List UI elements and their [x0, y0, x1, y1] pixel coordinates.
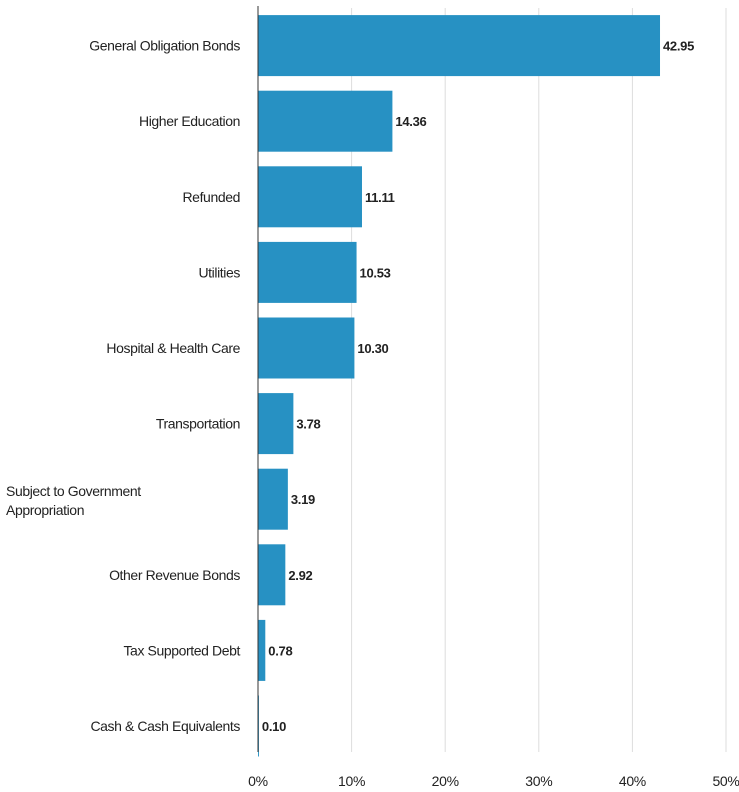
category-label-line: Subject to Government — [6, 483, 141, 499]
value-label: 10.30 — [357, 341, 388, 356]
value-label: 11.11 — [365, 190, 395, 205]
category-label: Tax Supported Debt — [123, 642, 240, 658]
x-tick-label: 50% — [712, 773, 739, 789]
category-label: Higher Education — [139, 113, 240, 129]
x-tick-label: 30% — [525, 773, 552, 789]
category-label: Refunded — [182, 189, 240, 205]
category-label: Hospital & Health Care — [106, 340, 240, 356]
category-label: Cash & Cash Equivalents — [90, 718, 240, 734]
bar — [258, 468, 288, 530]
bar — [258, 166, 362, 228]
x-tick-labels: 0% 10% 20% 30% 40% 50% — [248, 773, 739, 789]
category-labels: General Obligation Bonds Higher Education… — [6, 38, 241, 734]
category-label: Subject to Government Appropriation — [6, 483, 141, 518]
bar — [258, 90, 393, 152]
value-label: 3.78 — [296, 417, 320, 432]
x-tick-label: 20% — [432, 773, 459, 789]
category-label: General Obligation Bonds — [89, 38, 240, 54]
category-label: Transportation — [156, 416, 240, 432]
x-tick-label: 10% — [338, 773, 365, 789]
value-label: 42.95 — [663, 39, 694, 54]
value-label: 14.36 — [395, 114, 426, 129]
bar — [258, 15, 661, 77]
x-tick-label: 40% — [619, 773, 646, 789]
category-label: Utilities — [198, 264, 240, 280]
bars — [258, 15, 661, 757]
category-label: Other Revenue Bonds — [109, 567, 240, 583]
value-label: 3.19 — [291, 492, 315, 507]
value-label: 2.92 — [288, 568, 312, 583]
category-label-line: Appropriation — [6, 502, 84, 518]
bar — [258, 619, 266, 681]
gridlines — [351, 8, 727, 752]
bar — [258, 317, 355, 379]
bar — [258, 544, 286, 606]
value-label: 0.10 — [262, 719, 286, 734]
bar — [258, 393, 294, 455]
x-tick-label: 0% — [248, 773, 268, 789]
bar — [258, 241, 357, 303]
value-labels: 42.95 14.36 11.11 10.53 10.30 3.78 3.19 2.92 0.7… — [262, 39, 694, 734]
value-label: 10.53 — [360, 265, 391, 280]
value-label: 0.78 — [268, 643, 292, 658]
